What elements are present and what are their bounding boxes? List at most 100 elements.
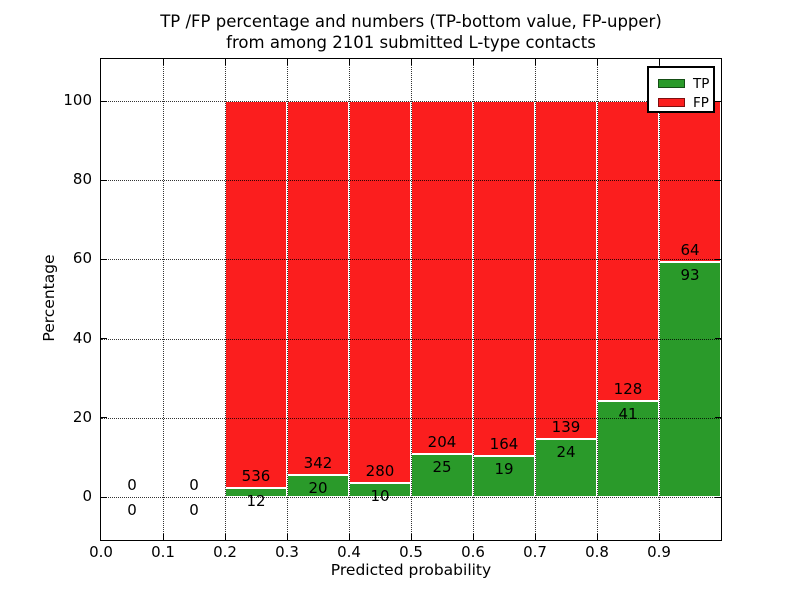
- fp-count-label: 536: [241, 467, 271, 486]
- y-tick-label: 80: [72, 170, 92, 189]
- tp-count-label: 19: [494, 459, 514, 478]
- fp-bar: [349, 101, 411, 484]
- x-tick-label: 0.4: [337, 543, 361, 561]
- tick-mark: [715, 100, 721, 102]
- gridline-horizontal: [101, 101, 721, 102]
- tp-count-label: 24: [556, 442, 576, 461]
- gridline-vertical: [349, 59, 350, 540]
- x-tick-label: 0.6: [461, 543, 485, 561]
- tick-mark: [101, 417, 107, 419]
- legend-item-tp: TP: [658, 74, 713, 93]
- tick-mark: [224, 59, 226, 65]
- tick-mark: [348, 59, 350, 65]
- gridline-vertical: [411, 59, 412, 540]
- gridline-vertical: [597, 59, 598, 540]
- chart-title-line2: from among 2101 submitted L-type contact…: [226, 33, 596, 52]
- fp-count-label: 204: [427, 432, 457, 451]
- tick-mark: [658, 59, 660, 65]
- tick-mark: [472, 59, 474, 65]
- gridline-horizontal: [101, 180, 721, 182]
- fp-bar: [287, 101, 349, 476]
- fp-bar: [473, 101, 535, 456]
- x-tick-label: 0.0: [89, 543, 113, 561]
- gridline-horizontal: [101, 417, 721, 419]
- y-tick-label: 40: [72, 328, 92, 347]
- tp-bar: [659, 262, 721, 497]
- tick-mark: [286, 59, 288, 65]
- tp-count-label: 41: [618, 404, 638, 423]
- x-tick-label: 0.8: [585, 543, 609, 561]
- tp-legend-label: TP: [693, 75, 710, 92]
- tp-count-label: 25: [432, 457, 452, 476]
- tick-mark: [101, 179, 107, 181]
- legend: TP FP: [647, 66, 715, 113]
- tp-count-label: 0: [189, 501, 199, 519]
- fp-count-label: 280: [365, 462, 395, 481]
- tp-bar: [473, 455, 535, 497]
- tick-mark: [596, 59, 598, 65]
- tick-mark: [286, 534, 288, 540]
- gridline-horizontal: [101, 259, 721, 261]
- gridline-vertical: [535, 59, 536, 540]
- fp-bar: [411, 101, 473, 454]
- gridline-vertical: [473, 59, 474, 540]
- y-tick-label: 20: [72, 407, 92, 426]
- tick-mark: [101, 496, 107, 498]
- plot-area: TP FP 0 0 0 0 536 12 342 20 280 10 204 25 164 19 139 24…: [100, 58, 722, 541]
- x-tick-label: 0.9: [647, 543, 671, 561]
- legend-item-fp: FP: [658, 93, 713, 112]
- tp-count-label: 93: [680, 266, 700, 285]
- fp-count-label: 139: [551, 417, 581, 436]
- tick-mark: [534, 59, 536, 65]
- tp-count-label: 10: [370, 487, 390, 506]
- gridline-vertical: [225, 59, 226, 540]
- gridline-horizontal: [101, 338, 721, 340]
- tick-mark: [410, 59, 412, 65]
- tick-mark: [534, 534, 536, 540]
- tp-count-label: 0: [127, 501, 137, 519]
- tick-mark: [101, 100, 107, 102]
- tp-count-label: 12: [246, 492, 266, 511]
- fp-count-label: 0: [189, 476, 199, 494]
- gridline-vertical: [163, 59, 164, 540]
- gridline-horizontal: [101, 497, 721, 498]
- x-tick-label: 0.1: [151, 543, 175, 561]
- tick-mark: [715, 496, 721, 498]
- fp-count-label: 0: [127, 476, 137, 494]
- tick-mark: [472, 534, 474, 540]
- x-tick-label: 0.3: [275, 543, 299, 561]
- fp-count-label: 128: [613, 379, 643, 398]
- tick-mark: [224, 534, 226, 540]
- chart-title-line1: TP /FP percentage and numbers (TP-bottom…: [160, 12, 662, 31]
- fp-count-label: 342: [303, 454, 333, 473]
- tick-mark: [101, 258, 107, 260]
- fp-bar: [535, 101, 597, 439]
- fp-legend-label: FP: [693, 94, 709, 111]
- tick-mark: [715, 417, 721, 419]
- tick-mark: [101, 338, 107, 340]
- fp-count-label: 64: [680, 241, 700, 260]
- tick-mark: [658, 534, 660, 540]
- x-tick-label: 0.2: [213, 543, 237, 561]
- tick-mark: [715, 258, 721, 260]
- tick-mark: [348, 534, 350, 540]
- y-axis-label: Percentage: [40, 254, 58, 342]
- x-tick-label: 0.5: [399, 543, 423, 561]
- x-tick-label: 0.7: [523, 543, 547, 561]
- fp-bar: [225, 101, 287, 489]
- tick-mark: [410, 534, 412, 540]
- tick-mark: [715, 179, 721, 181]
- y-tick-label: 0: [82, 487, 92, 505]
- y-tick-label: 60: [72, 249, 92, 268]
- tp-count-label: 20: [308, 479, 328, 498]
- fp-count-label: 164: [489, 434, 519, 453]
- fp-legend-swatch: [658, 98, 685, 107]
- fp-bar: [597, 101, 659, 401]
- tick-mark: [715, 338, 721, 340]
- tp-bar: [535, 438, 597, 497]
- y-tick-label: 100: [63, 91, 92, 109]
- tick-mark: [596, 534, 598, 540]
- tp-legend-swatch: [658, 79, 685, 88]
- tick-mark: [162, 59, 164, 65]
